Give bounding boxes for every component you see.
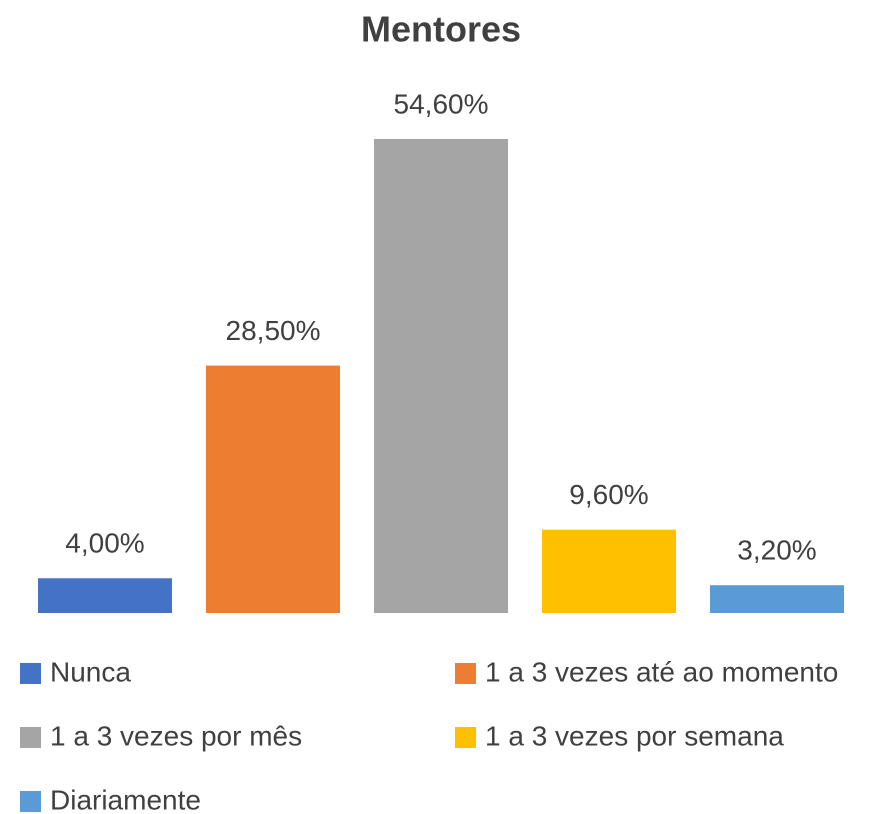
bar [710,585,844,613]
legend-label: 1 a 3 vezes até ao momento [485,656,838,687]
legend-swatch [20,791,41,812]
bar [374,139,508,613]
legend-swatch [20,727,41,748]
legend-label: 1 a 3 vezes por semana [485,720,784,751]
legend-swatch [20,663,41,684]
chart-title: Mentores [361,9,521,50]
legend-swatch [455,663,476,684]
legend-label: 1 a 3 vezes por mês [50,720,302,751]
legend-label: Diariamente [50,784,201,814]
legend-swatch [455,727,476,748]
value-label: 28,50% [226,315,321,346]
legend-label: Nunca [50,656,131,687]
value-label: 4,00% [65,528,144,559]
bar [542,529,676,613]
value-label: 9,60% [569,479,648,510]
bar [206,365,340,613]
bar [38,578,172,613]
value-label: 54,60% [394,88,489,119]
value-label: 3,20% [737,535,816,566]
